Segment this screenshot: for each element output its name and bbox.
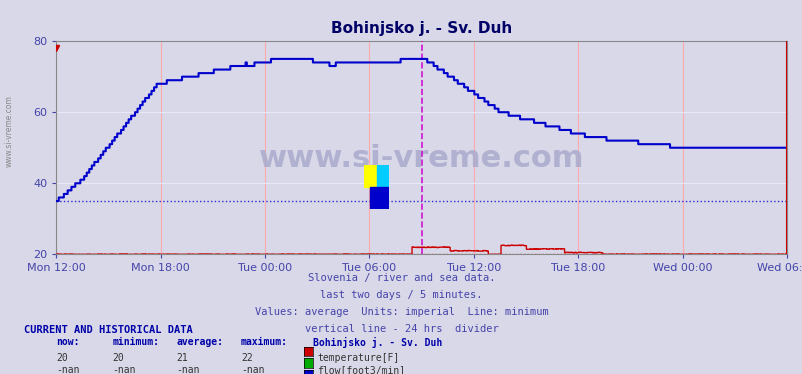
Text: average:: average:: [176, 337, 224, 347]
Text: now:: now:: [56, 337, 79, 347]
Text: 20: 20: [112, 353, 124, 364]
Text: 22: 22: [241, 353, 253, 364]
Text: 20: 20: [56, 353, 68, 364]
Text: -nan: -nan: [241, 365, 264, 374]
Title: Bohinjsko j. - Sv. Duh: Bohinjsko j. - Sv. Duh: [330, 21, 512, 36]
Text: -nan: -nan: [112, 365, 136, 374]
Text: Values: average  Units: imperial  Line: minimum: Values: average Units: imperial Line: mi…: [254, 307, 548, 317]
Bar: [363, 165, 376, 187]
Text: -nan: -nan: [176, 365, 200, 374]
Text: Bohinjsko j. - Sv. Duh: Bohinjsko j. - Sv. Duh: [313, 337, 442, 347]
Text: flow[foot3/min]: flow[foot3/min]: [317, 365, 405, 374]
Text: temperature[F]: temperature[F]: [317, 353, 399, 364]
Text: www.si-vreme.com: www.si-vreme.com: [5, 95, 14, 167]
Text: Slovenia / river and sea data.: Slovenia / river and sea data.: [307, 273, 495, 283]
Text: 21: 21: [176, 353, 188, 364]
Bar: [376, 165, 389, 187]
Text: www.si-vreme.com: www.si-vreme.com: [258, 144, 584, 173]
Bar: [370, 187, 389, 209]
Text: minimum:: minimum:: [112, 337, 160, 347]
Text: -nan: -nan: [56, 365, 79, 374]
Text: last two days / 5 minutes.: last two days / 5 minutes.: [320, 290, 482, 300]
Text: vertical line - 24 hrs  divider: vertical line - 24 hrs divider: [304, 324, 498, 334]
Text: CURRENT AND HISTORICAL DATA: CURRENT AND HISTORICAL DATA: [24, 325, 192, 335]
Text: maximum:: maximum:: [241, 337, 288, 347]
